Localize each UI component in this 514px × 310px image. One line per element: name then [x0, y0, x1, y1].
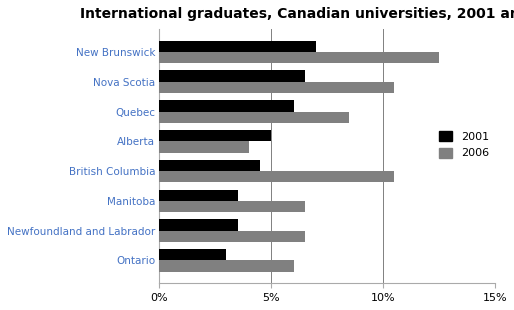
Bar — [159, 189, 237, 201]
Bar — [159, 112, 350, 123]
Bar — [159, 130, 271, 141]
Bar — [159, 41, 316, 52]
Bar — [159, 171, 394, 182]
Bar — [159, 260, 293, 272]
Bar — [159, 141, 249, 153]
Bar — [159, 52, 439, 63]
Bar — [159, 249, 227, 260]
Bar — [159, 100, 293, 112]
Bar — [159, 82, 394, 93]
Bar — [159, 160, 260, 171]
Bar — [159, 201, 305, 212]
Bar — [159, 219, 237, 231]
Bar — [159, 70, 305, 82]
Bar — [159, 231, 305, 242]
Title: International graduates, Canadian universities, 2001 and 2006: International graduates, Canadian univer… — [81, 7, 514, 21]
Legend: 2001, 2006: 2001, 2006 — [439, 131, 489, 158]
